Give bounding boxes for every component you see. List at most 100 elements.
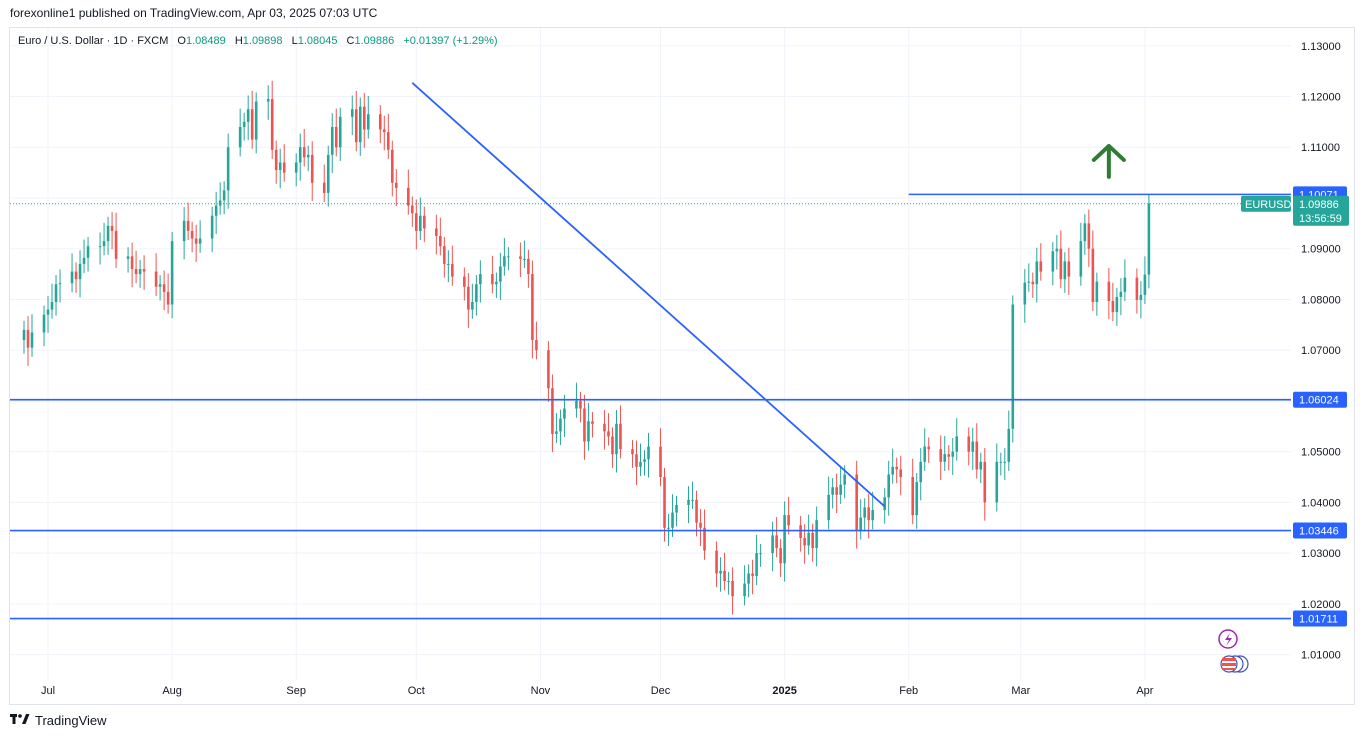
- candle-body: [471, 301, 474, 310]
- candle-body: [254, 101, 258, 140]
- candle-body: [1147, 203, 1151, 275]
- candle-body: [895, 466, 898, 470]
- candle-body: [439, 236, 442, 247]
- candle-body: [831, 487, 834, 495]
- candle-body: [378, 114, 382, 130]
- candle-body: [1031, 281, 1035, 285]
- candle-body: [266, 99, 270, 102]
- time-tick-label: Dec: [651, 685, 671, 697]
- drawings: EURUSD: [10, 82, 1292, 673]
- candle-body: [971, 441, 975, 452]
- flag-stripe: [1222, 668, 1236, 670]
- candle-body: [338, 116, 342, 148]
- candle-body: [559, 418, 562, 432]
- candle-body: [1039, 261, 1043, 272]
- candle-body: [855, 474, 858, 531]
- price-tick-label: 1.05000: [1301, 447, 1341, 459]
- candle-body: [699, 522, 702, 528]
- candle-body: [447, 263, 450, 265]
- candle-body: [322, 182, 326, 193]
- up-arrow-icon: [1091, 143, 1126, 179]
- time-tick-label: Oct: [408, 685, 425, 697]
- candle-body: [166, 291, 170, 305]
- candle-body: [423, 215, 426, 229]
- candle-body: [975, 441, 979, 470]
- candle-body: [435, 228, 438, 237]
- candle-body: [719, 570, 722, 574]
- candle-body: [491, 274, 494, 285]
- candle-body: [366, 114, 370, 130]
- candle-body: [194, 238, 198, 244]
- candle-body: [947, 454, 951, 457]
- legend-change: +0.01397 (+1.29%): [403, 35, 498, 47]
- candle-body: [1055, 248, 1059, 252]
- candle-body: [354, 109, 358, 143]
- candle-body: [899, 469, 902, 478]
- candle-body: [1135, 277, 1139, 300]
- candle-body: [22, 329, 26, 341]
- candle-body: [1003, 461, 1007, 463]
- candle-body: [839, 484, 842, 495]
- candle-body: [507, 256, 510, 258]
- candle-body: [186, 220, 190, 231]
- candle-body: [182, 220, 186, 242]
- candle-body: [635, 454, 638, 467]
- candle-body: [695, 499, 698, 523]
- candle-body: [551, 388, 554, 434]
- chart-frame[interactable]: [9, 27, 1355, 705]
- candle-body: [927, 446, 931, 450]
- candle-body: [306, 154, 310, 158]
- candle-body: [603, 423, 606, 432]
- symbol-tag-label: EURUSD: [1245, 199, 1292, 211]
- candle-body: [775, 535, 778, 549]
- candle-body: [1023, 282, 1027, 305]
- candle-body: [274, 149, 278, 171]
- price-tick-label: 1.03000: [1301, 548, 1341, 560]
- legend-high-label: H: [234, 35, 243, 47]
- time-tick-label: Sep: [286, 685, 306, 697]
- chart-grid: [10, 28, 1291, 680]
- candle-body: [1139, 294, 1143, 300]
- candles: [22, 80, 1151, 615]
- tradingview-logo-icon: [10, 713, 30, 728]
- candle-body: [326, 154, 330, 193]
- publish-caption: forexonline1 published on TradingView.co…: [10, 6, 378, 20]
- candle-body: [979, 461, 983, 470]
- candle-body: [1079, 241, 1083, 277]
- candle-body: [310, 154, 314, 183]
- candle-body: [527, 258, 530, 275]
- candle-body: [535, 340, 538, 351]
- candle-body: [54, 284, 58, 302]
- flag-stripe: [1222, 663, 1236, 666]
- candle-body: [238, 126, 242, 148]
- candle-body: [110, 225, 114, 231]
- candle-body: [1143, 274, 1147, 295]
- level-price-badge: [1293, 391, 1347, 408]
- candle-body: [867, 507, 870, 521]
- candle-body: [731, 581, 734, 597]
- candle-body: [1087, 223, 1091, 249]
- candle-body: [222, 190, 226, 201]
- price-tick-label: 1.12000: [1301, 91, 1341, 103]
- trendline[interactable]: [411, 82, 886, 508]
- candle-body: [358, 106, 362, 143]
- candle-body: [583, 408, 586, 442]
- candle-body: [783, 515, 786, 564]
- candle-body: [198, 238, 202, 244]
- candle-body: [943, 454, 947, 462]
- candle-body: [390, 149, 394, 183]
- footer[interactable]: TradingView: [10, 713, 107, 728]
- candle-body: [1051, 251, 1055, 272]
- legend-close: 1.09886: [354, 35, 395, 47]
- candle-body: [443, 246, 446, 264]
- candle-body: [967, 436, 971, 452]
- candle-body: [915, 482, 919, 516]
- candle-body: [1083, 223, 1087, 242]
- last-price-badge: [1293, 195, 1349, 226]
- candle-body: [1035, 261, 1039, 285]
- candle-body: [334, 126, 338, 148]
- candle-body: [1119, 291, 1123, 297]
- time-tick-label: Mar: [1011, 685, 1030, 697]
- candle-body: [1091, 248, 1095, 302]
